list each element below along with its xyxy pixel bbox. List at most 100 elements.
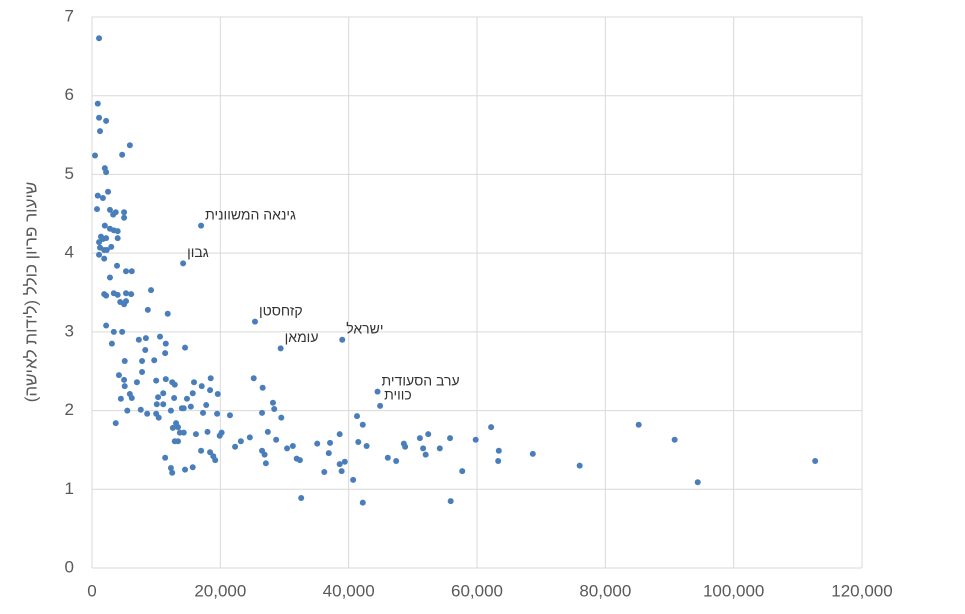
point (203, 402, 210, 409)
point (167, 465, 174, 472)
y-tick-label: 2 (65, 400, 74, 419)
point (157, 333, 164, 340)
point (142, 335, 149, 342)
point (189, 390, 196, 397)
point (232, 443, 239, 450)
labeled-point (180, 260, 187, 267)
point (210, 453, 217, 460)
point (121, 376, 128, 383)
point (180, 429, 187, 436)
x-tick-label: 40,000 (323, 581, 375, 600)
point (139, 369, 146, 376)
point (273, 436, 280, 443)
labeled-point (374, 388, 381, 395)
point (359, 421, 366, 428)
point (115, 372, 122, 379)
point (420, 445, 427, 452)
point (447, 498, 454, 505)
point (182, 466, 189, 473)
point (338, 468, 345, 475)
point (96, 114, 103, 121)
point (174, 424, 181, 431)
point (198, 383, 205, 390)
labeled-point (251, 318, 258, 325)
point (298, 494, 305, 501)
point (135, 336, 142, 343)
point-annotation: עומאן (285, 329, 319, 345)
point (123, 268, 130, 275)
y-tick-label: 4 (65, 243, 74, 262)
point (164, 310, 171, 317)
point (495, 457, 502, 464)
point (142, 346, 149, 353)
point (261, 451, 268, 458)
point (359, 499, 366, 506)
point (488, 424, 495, 431)
point (178, 405, 185, 412)
point (218, 429, 225, 436)
point (416, 435, 423, 442)
point (204, 428, 211, 435)
point (94, 192, 101, 199)
point (119, 328, 126, 335)
point (321, 468, 328, 475)
point (671, 436, 678, 443)
point (121, 209, 128, 216)
point (94, 100, 101, 107)
point (162, 340, 169, 347)
point (576, 462, 583, 469)
point (117, 395, 124, 402)
point (128, 268, 135, 275)
point (128, 394, 135, 401)
point (393, 457, 400, 464)
point (198, 447, 205, 454)
point (103, 235, 110, 242)
point (155, 394, 162, 401)
point (105, 188, 112, 195)
point (402, 443, 409, 450)
point (103, 169, 110, 176)
point (183, 395, 190, 402)
labeled-point (198, 222, 205, 229)
point (425, 431, 432, 438)
x-tick-label: 0 (87, 581, 96, 600)
point (207, 375, 214, 382)
point (121, 214, 128, 221)
x-tick-label: 20,000 (194, 581, 246, 600)
point (162, 376, 169, 383)
point (226, 412, 233, 419)
point (269, 399, 276, 406)
point (278, 414, 285, 421)
point (155, 414, 162, 421)
point-annotation: גבון (187, 244, 209, 260)
point (114, 235, 121, 242)
point (363, 442, 370, 449)
point (133, 379, 140, 386)
point (94, 206, 101, 213)
point (106, 206, 113, 213)
point (162, 454, 169, 461)
point (191, 379, 198, 386)
point (119, 151, 126, 158)
point (259, 409, 266, 416)
point (459, 468, 466, 475)
point (171, 381, 178, 388)
point (341, 458, 348, 465)
point (495, 447, 502, 454)
point (103, 117, 110, 124)
x-tick-label: 100,000 (703, 581, 764, 600)
point-annotation: ישראל (346, 320, 383, 336)
point (112, 420, 119, 427)
point (153, 377, 160, 384)
point (327, 439, 334, 446)
point (207, 387, 214, 394)
point (114, 262, 121, 269)
x-tick-label: 80,000 (579, 581, 631, 600)
point (264, 428, 271, 435)
point (169, 469, 176, 476)
point (96, 251, 103, 258)
point-annotation: ערב הסעודית (382, 372, 460, 388)
point (108, 243, 115, 250)
point (529, 450, 536, 457)
